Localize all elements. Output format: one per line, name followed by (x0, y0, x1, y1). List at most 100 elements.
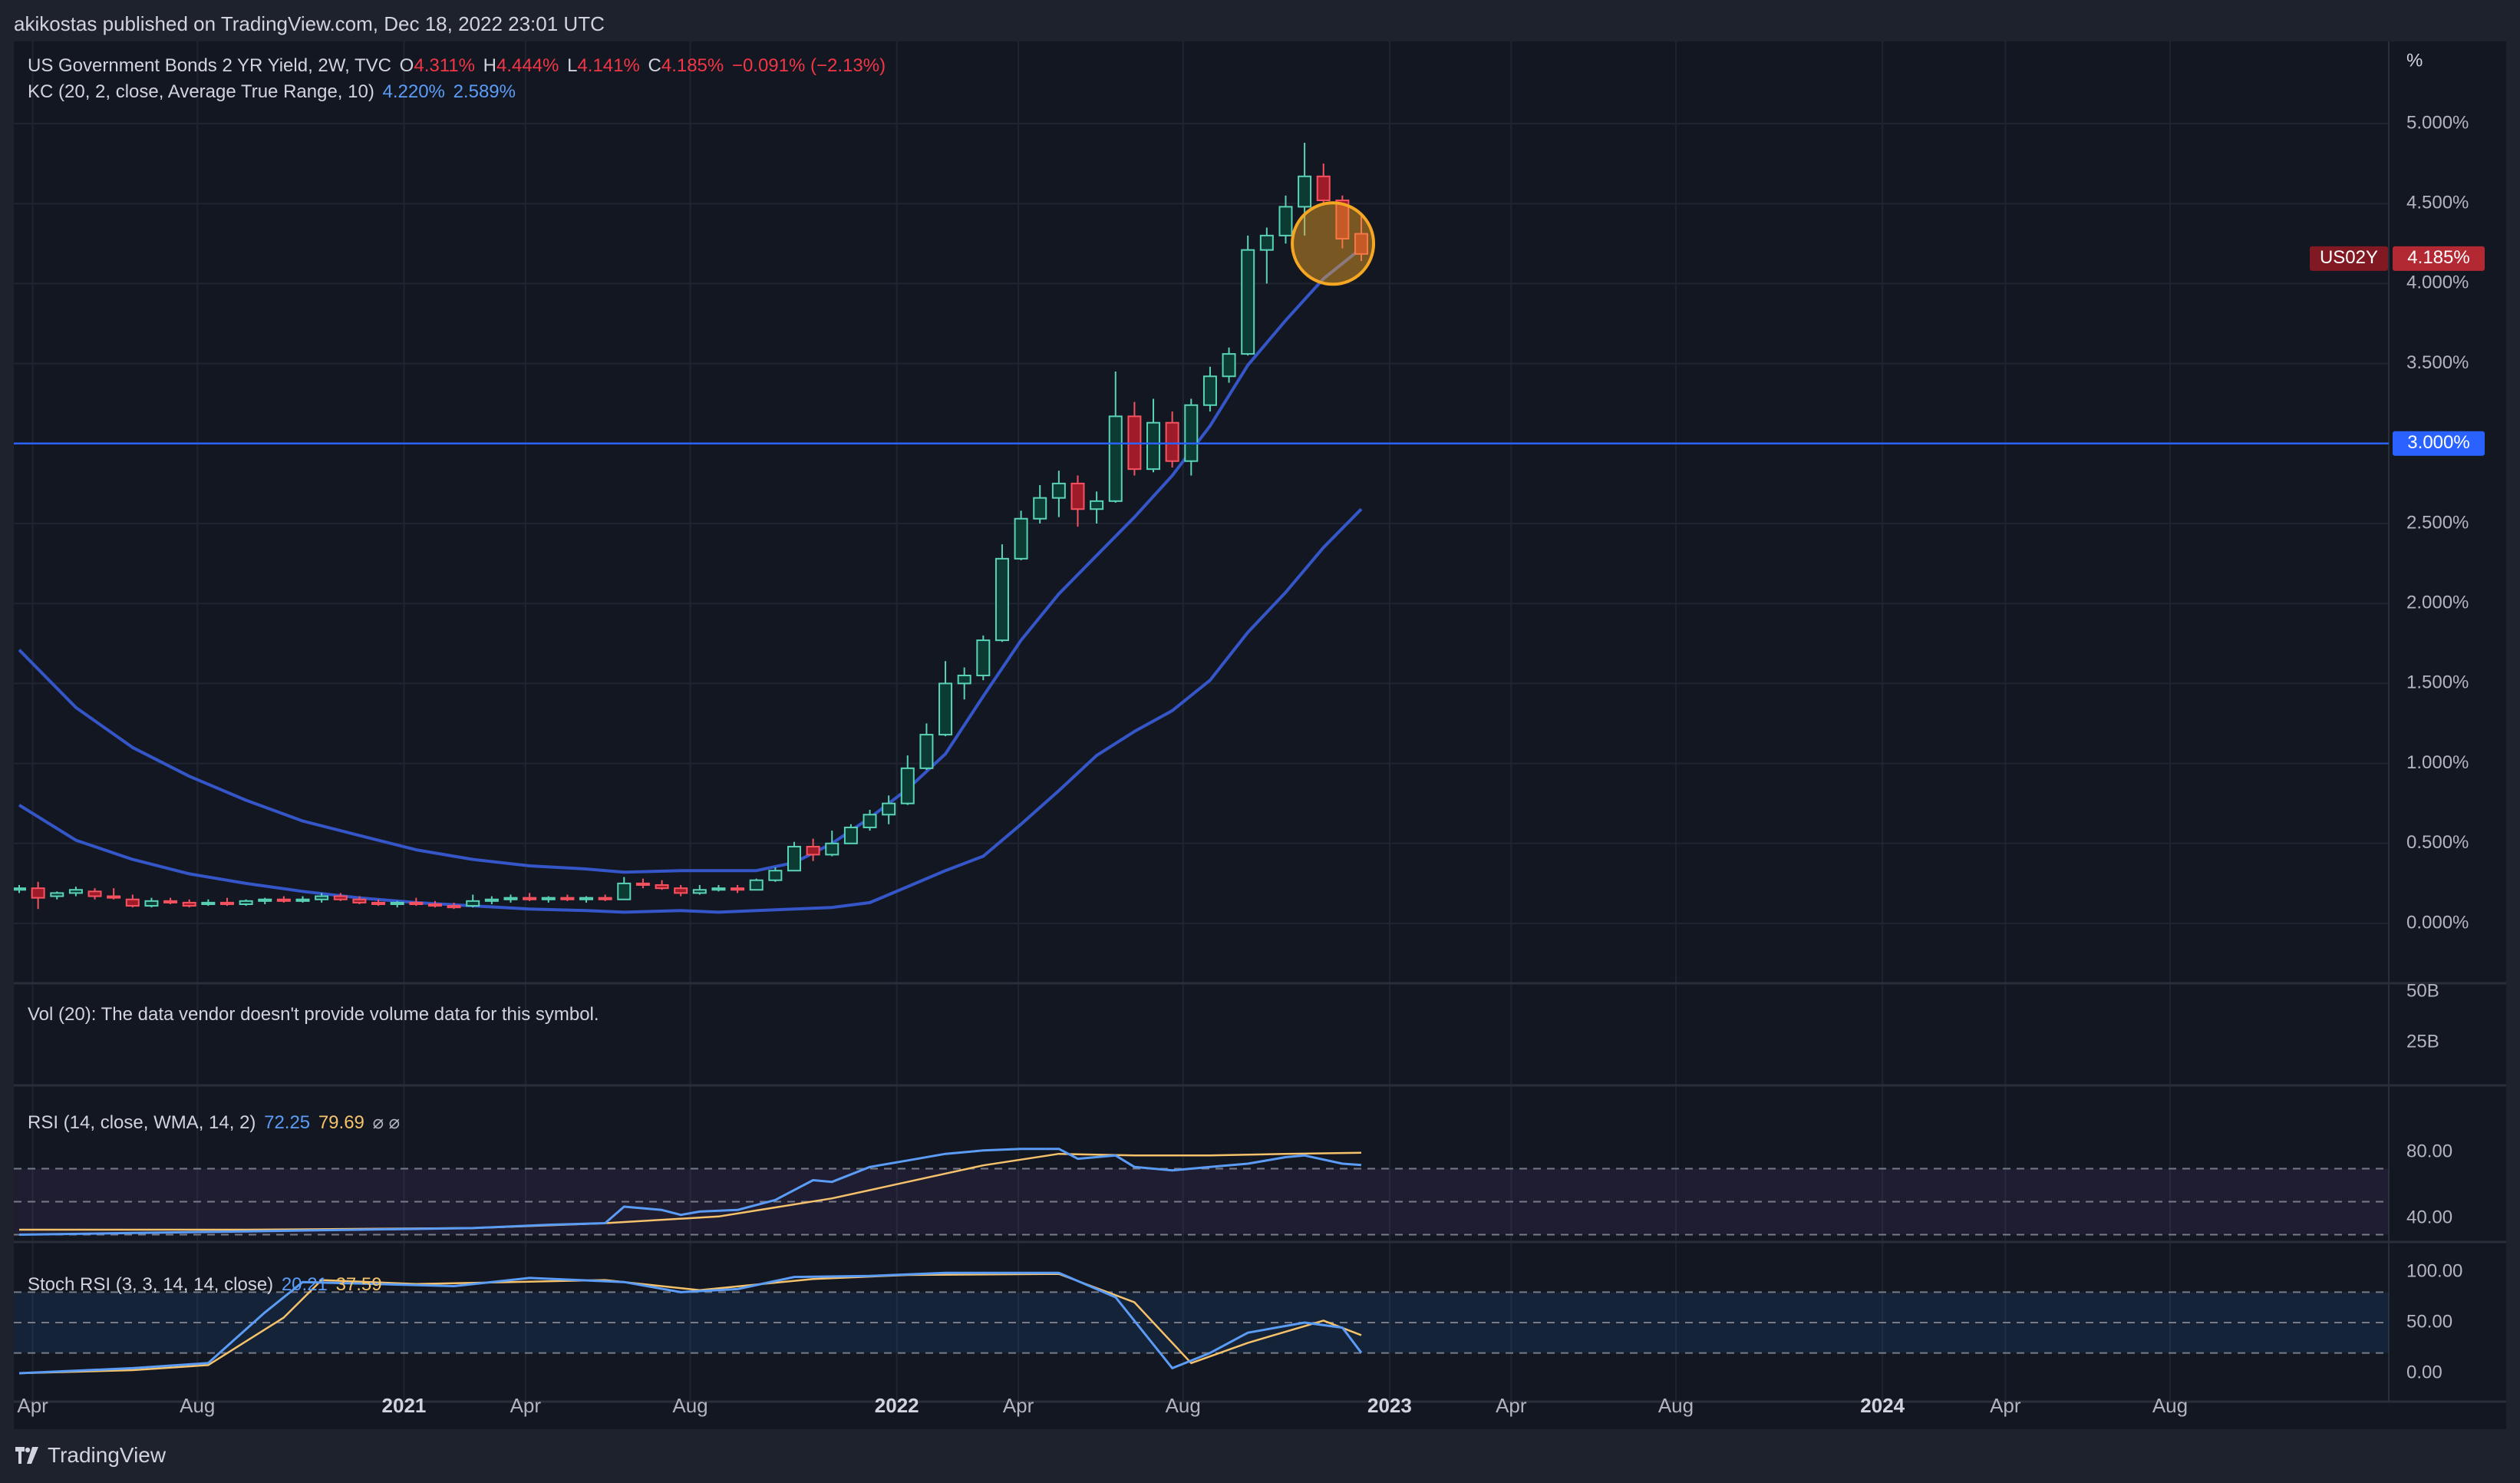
candle[interactable] (352, 896, 367, 904)
candle[interactable] (87, 888, 102, 900)
candle[interactable] (276, 896, 291, 903)
candle[interactable] (1108, 372, 1123, 503)
candle[interactable] (163, 897, 178, 904)
rsi-label[interactable]: RSI (14, close, WMA, 14, 2) (28, 1112, 256, 1133)
candle[interactable] (579, 896, 594, 903)
time-axis-label: Aug (1166, 1394, 1201, 1417)
candles[interactable] (14, 143, 1368, 910)
candle[interactable] (371, 899, 386, 907)
candle[interactable] (219, 897, 234, 907)
candle[interactable] (107, 888, 121, 900)
candle[interactable] (1146, 398, 1161, 473)
candle[interactable] (182, 899, 196, 908)
candle[interactable] (14, 884, 26, 893)
candle-body (560, 897, 575, 900)
candle[interactable] (749, 878, 764, 891)
candle[interactable] (938, 661, 953, 737)
chart-canvas[interactable]: % 5.000% 4.500% 4.000% 3.500% 2.500% 2.000% 1.5… (14, 41, 2506, 1429)
candle[interactable] (635, 878, 650, 889)
highlight-circle-shape[interactable] (1291, 201, 1376, 286)
candle[interactable] (315, 893, 329, 903)
candle[interactable] (1316, 163, 1331, 204)
candle[interactable] (731, 884, 745, 893)
candle[interactable] (1127, 401, 1142, 476)
candle-body (1335, 200, 1350, 240)
candle[interactable] (598, 894, 612, 901)
candle[interactable] (523, 893, 537, 901)
candle[interactable] (1259, 227, 1274, 284)
candle[interactable] (1033, 484, 1047, 524)
candle[interactable] (994, 544, 1009, 642)
candle[interactable] (1070, 475, 1085, 527)
candle[interactable] (692, 884, 707, 895)
candle[interactable] (1298, 143, 1312, 236)
candle[interactable] (655, 880, 669, 890)
candle-body (635, 882, 650, 886)
candle[interactable] (409, 897, 424, 907)
highlight-circle[interactable] (1291, 201, 1376, 286)
symbol-description[interactable]: US Government Bonds 2 YR Yield, 2W, TVC (28, 55, 391, 76)
candle-body (1202, 375, 1217, 406)
candle[interactable] (447, 902, 461, 910)
candle[interactable] (1184, 398, 1199, 476)
candle[interactable] (806, 838, 820, 861)
candle[interactable] (957, 667, 971, 700)
candle[interactable] (1202, 366, 1217, 412)
candle[interactable] (1335, 195, 1350, 249)
candle[interactable] (1241, 235, 1255, 356)
candle[interactable] (541, 896, 556, 903)
high-label: H (483, 55, 496, 76)
candle[interactable] (843, 824, 858, 844)
candle[interactable] (787, 841, 801, 872)
candle[interactable] (863, 810, 877, 831)
candle[interactable] (882, 795, 896, 824)
candle[interactable] (1090, 491, 1104, 524)
candle[interactable] (295, 896, 310, 903)
candle-body (579, 897, 594, 900)
candle[interactable] (239, 899, 253, 907)
candle[interactable] (68, 887, 83, 897)
candle[interactable] (1051, 471, 1066, 517)
candle[interactable] (1222, 347, 1236, 383)
candle[interactable] (466, 894, 480, 908)
candle[interactable] (427, 900, 442, 908)
time-axis[interactable]: Apr Aug 2021 Apr Aug 2022 Apr Aug 2023 Apr Aug 2024… (17, 1394, 2188, 1417)
candle[interactable] (1165, 411, 1179, 468)
candle[interactable] (503, 894, 518, 903)
last-price-badge[interactable] (2393, 246, 2485, 271)
kc-label[interactable]: KC (20, 2, close, Average True Range, 10… (28, 81, 374, 102)
candle[interactable] (617, 877, 632, 900)
candle[interactable] (484, 896, 499, 904)
chart-container[interactable]: % 5.000% 4.500% 4.000% 3.500% 2.500% 2.000% 1.5… (14, 41, 2506, 1429)
candle-body (427, 903, 442, 907)
candle[interactable] (31, 881, 45, 910)
candle[interactable] (50, 891, 64, 900)
candle[interactable] (201, 899, 216, 907)
candle[interactable] (711, 884, 726, 892)
candle[interactable] (1014, 510, 1028, 560)
candle[interactable] (560, 894, 575, 901)
hline-price-badge[interactable] (2393, 431, 2485, 456)
stoch-tick-label: 50.00 (2406, 1311, 2452, 1332)
candle[interactable] (674, 884, 688, 897)
candle[interactable] (1278, 195, 1293, 244)
candle[interactable] (144, 897, 159, 908)
candle[interactable] (768, 867, 783, 882)
price-scales[interactable]: % 5.000% 4.500% 4.000% 3.500% 2.500% 2.000% 1.5… (2310, 50, 2485, 1382)
candle[interactable] (125, 894, 140, 908)
candle[interactable] (919, 723, 934, 770)
last-price-symbol-badge[interactable] (2310, 246, 2388, 271)
candle[interactable] (258, 897, 272, 904)
candle[interactable] (390, 900, 404, 908)
volume-message[interactable]: Vol (20): The data vendor doesn't provid… (28, 1004, 599, 1025)
candle-body (315, 895, 329, 900)
candle[interactable] (333, 893, 348, 901)
candle[interactable] (976, 635, 991, 681)
volume-tick-label: 50B (2406, 980, 2439, 1001)
stoch-label[interactable]: Stoch RSI (3, 3, 14, 14, close) (28, 1274, 274, 1295)
candle-body (1354, 233, 1368, 255)
tradingview-logo[interactable]: TradingView (15, 1443, 166, 1468)
candle[interactable] (900, 755, 915, 805)
candle[interactable] (1354, 212, 1368, 262)
candle[interactable] (825, 831, 839, 857)
